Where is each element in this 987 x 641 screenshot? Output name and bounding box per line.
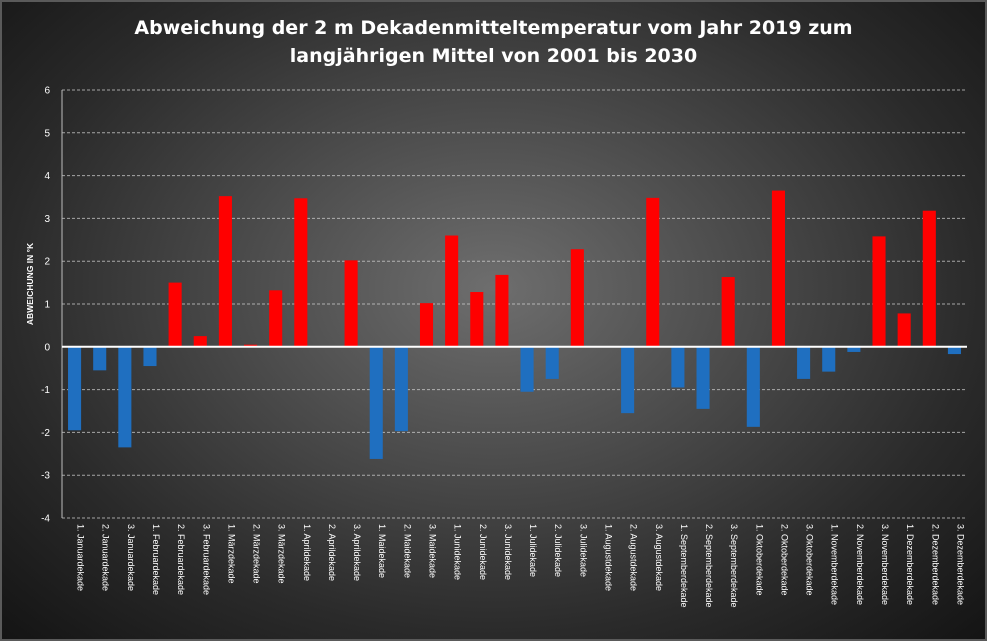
bar — [872, 236, 886, 347]
x-tick-label: 1. Märzdekade — [226, 524, 236, 584]
bar — [947, 346, 961, 355]
bar — [696, 346, 710, 409]
bar — [847, 346, 861, 352]
y-tick-label: 2 — [44, 257, 50, 268]
bar — [922, 210, 936, 347]
bar — [520, 346, 534, 392]
bar — [570, 249, 584, 347]
y-tick-label: 1 — [44, 300, 50, 311]
x-tick-label: 2. Novemberdekade — [855, 524, 865, 605]
chart-title-line-1: Abweichung der 2 m Dekadenmitteltemperat… — [134, 17, 853, 39]
x-tick-label: 3. Januardekade — [126, 524, 136, 591]
bar — [721, 277, 735, 347]
x-tick-label: 2. Septemberdekade — [704, 524, 714, 608]
x-tick-label: 3. Augustdekade — [654, 524, 664, 591]
bar — [244, 344, 258, 347]
x-tick-label: 1. Dezemberdekade — [905, 524, 915, 605]
x-tick-label: 2. Dezemberdekade — [930, 524, 940, 605]
x-tick-label: 1. Oktoberdekade — [754, 524, 764, 596]
bar — [344, 260, 358, 347]
bar — [193, 336, 207, 347]
chart-title: Abweichung der 2 m Dekadenmitteltemperat… — [0, 14, 987, 70]
x-tick-label: 3. Februardekade — [201, 524, 211, 595]
bar — [545, 346, 559, 379]
x-tick-label: 3. Septemberdekade — [729, 524, 739, 608]
chart-title-line-2: langjährigen Mittel von 2001 bis 2030 — [289, 45, 698, 67]
bar — [68, 346, 82, 431]
x-tick-label: 2. Augustdekade — [629, 524, 639, 591]
x-tick-label: 2. Februardekade — [176, 524, 186, 595]
bar — [495, 274, 509, 347]
bar — [746, 346, 760, 427]
y-tick-label: -2 — [41, 428, 50, 439]
y-tick-label: 6 — [44, 86, 50, 97]
bar — [294, 198, 308, 347]
x-tick-label: 3. Oktoberdekade — [805, 524, 815, 596]
x-tick-label: 3. Julidekade — [578, 524, 588, 577]
y-tick-label: -1 — [41, 385, 50, 396]
x-tick-label: 3. Märzdekade — [277, 524, 287, 584]
x-tick-label: 2. Maidekade — [402, 524, 412, 578]
bar — [671, 346, 685, 388]
y-tick-label: 4 — [44, 171, 50, 182]
bar — [269, 290, 283, 347]
x-tick-label: 2. Januardekade — [101, 524, 111, 591]
bar — [822, 346, 836, 372]
x-tick-label: 1. Novemberdekade — [830, 524, 840, 605]
y-tick-label: 0 — [44, 342, 50, 353]
bar — [369, 346, 383, 459]
y-tick-label: 3 — [44, 214, 50, 225]
x-tick-label: 2. Julidekade — [553, 524, 563, 577]
x-tick-label: 1. Julidekade — [528, 524, 538, 577]
bar — [771, 190, 785, 347]
x-tick-label: 3. Dezemberdekade — [955, 524, 965, 605]
x-tick-label: 2. Aprildekade — [327, 524, 337, 581]
bar — [897, 313, 911, 347]
x-tick-label: 2. Märzdekade — [252, 524, 262, 584]
x-tick-label: 1. Februardekade — [151, 524, 161, 595]
bar — [621, 346, 635, 414]
y-tick-label: -3 — [41, 471, 50, 482]
bar — [168, 282, 182, 347]
bar — [143, 346, 157, 367]
x-tick-label: 1. Septemberdekade — [679, 524, 689, 608]
y-tick-label: -4 — [41, 514, 50, 525]
y-axis-title: ABWEICHUNG IN °K — [25, 242, 35, 325]
x-tick-label: 2. Junidekade — [478, 524, 488, 580]
x-tick-label: 1. Maidekade — [377, 524, 387, 578]
bar — [394, 346, 408, 432]
bar — [218, 196, 232, 347]
bar — [93, 346, 107, 371]
x-tick-label: 1. Januardekade — [76, 524, 86, 591]
x-tick-label: 1. Aprildekade — [302, 524, 312, 581]
bar — [646, 197, 660, 347]
bar — [118, 346, 132, 448]
bar — [419, 303, 434, 347]
bar — [797, 346, 811, 379]
bar — [445, 235, 459, 347]
x-tick-label: 2. Oktoberdekade — [779, 524, 789, 596]
x-tick-label: 3. Novemberdekade — [880, 524, 890, 605]
x-tick-label: 1. Augustdekade — [603, 524, 613, 591]
x-tick-label: 1. Junidekade — [453, 524, 463, 580]
x-tick-label: 3. Maidekade — [428, 524, 438, 578]
bar — [470, 292, 484, 347]
x-tick-label: 3. Junidekade — [503, 524, 513, 580]
x-tick-label: 3. Aprildekade — [352, 524, 362, 581]
y-tick-label: 5 — [44, 128, 50, 139]
